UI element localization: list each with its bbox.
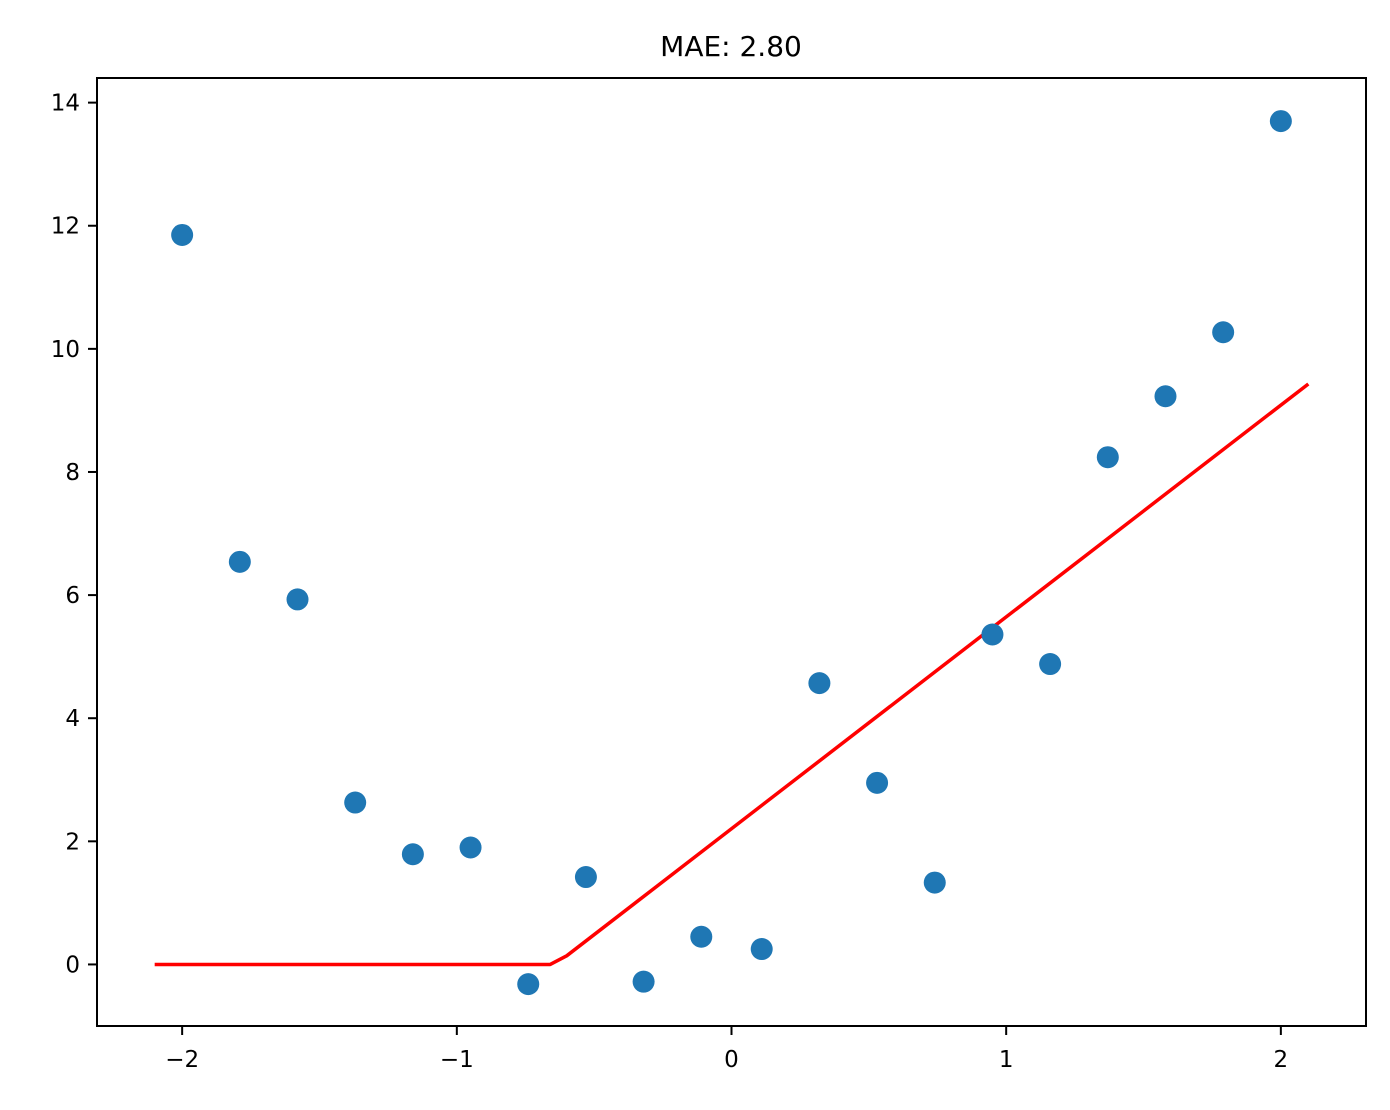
y-tick-label: 14 — [51, 91, 80, 117]
y-tick-label: 6 — [65, 583, 80, 609]
data-point — [866, 771, 889, 794]
x-tick-label: 1 — [999, 1047, 1014, 1073]
data-point — [923, 871, 946, 894]
data-point — [1212, 321, 1235, 344]
y-tick-label: 8 — [65, 460, 80, 486]
data-point — [1039, 653, 1062, 676]
data-point — [459, 836, 482, 859]
data-point — [171, 223, 194, 246]
data-point — [286, 588, 309, 611]
data-point — [1096, 446, 1119, 469]
data-point — [632, 970, 655, 993]
data-point — [690, 925, 713, 948]
data-point — [517, 973, 540, 996]
data-point — [1154, 385, 1177, 408]
plot-area — [154, 110, 1310, 996]
data-point — [401, 843, 424, 866]
plot-frame — [96, 77, 1367, 1027]
x-tick-label: −2 — [165, 1047, 199, 1073]
chart-title: MAE: 2.80 — [660, 30, 802, 63]
x-tick-label: 0 — [724, 1047, 739, 1073]
y-tick-label: 4 — [65, 706, 80, 732]
data-point — [574, 866, 597, 889]
data-point — [750, 938, 773, 961]
x-tick-label: 2 — [1274, 1047, 1289, 1073]
data-point — [981, 623, 1004, 646]
fit-line — [154, 382, 1310, 967]
y-tick-label: 0 — [65, 952, 80, 978]
y-tick-label: 12 — [51, 214, 80, 240]
y-tick-label: 2 — [65, 829, 80, 855]
data-point — [808, 672, 831, 695]
data-point — [344, 791, 367, 814]
data-point — [228, 550, 251, 573]
data-point — [1269, 110, 1292, 133]
x-tick-label: −1 — [440, 1047, 474, 1073]
y-tick-label: 10 — [51, 337, 80, 363]
